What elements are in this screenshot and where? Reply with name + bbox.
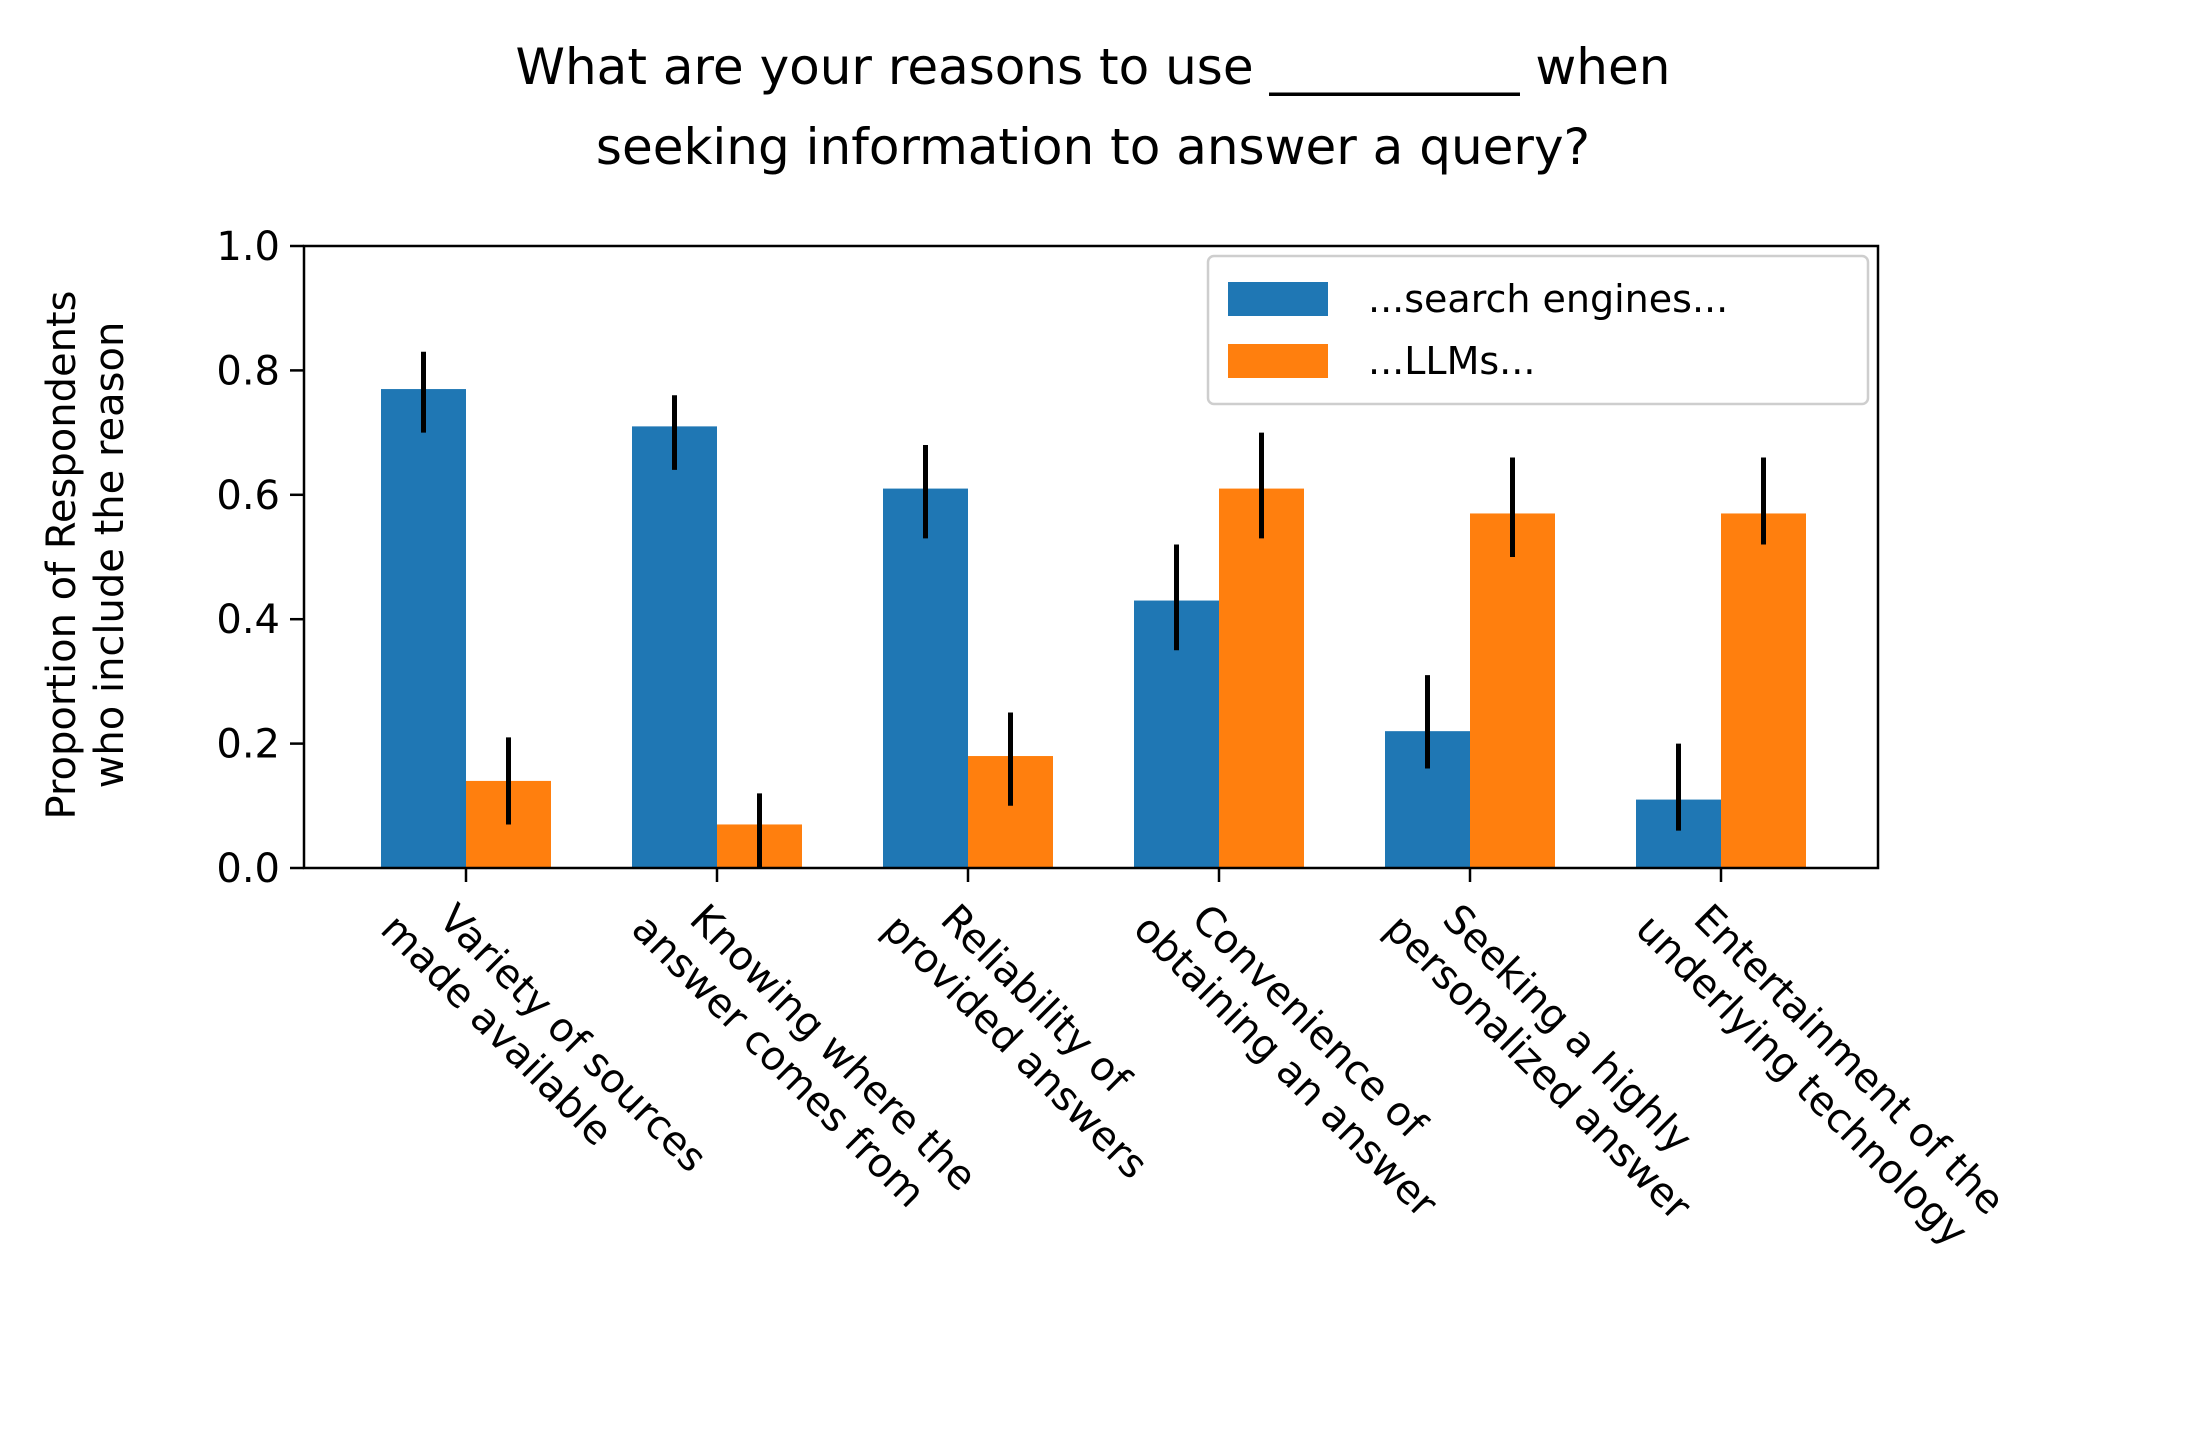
chart-title-line-2: seeking information to answer a query? [596, 118, 1590, 176]
y-axis-label-line-2: who include the reason [87, 322, 133, 789]
llms-bar [1721, 513, 1806, 868]
y-tick-label: 0.2 [216, 722, 280, 768]
y-tick-label: 0.8 [216, 348, 280, 394]
y-axis-label: Proportion of Respondents who include th… [39, 291, 133, 820]
legend-swatch-llms [1228, 344, 1328, 378]
y-tick-label: 0.6 [216, 473, 280, 519]
legend: ...search engines... ...LLMs... [1206, 254, 1870, 406]
legend-box [1206, 254, 1870, 406]
search-engines-bar [381, 389, 466, 868]
y-tick-label: 0.4 [216, 597, 280, 643]
y-tick-label: 0.0 [216, 846, 280, 892]
legend-label-llms: ...LLMs... [1368, 339, 1535, 383]
y-axis-label-line-1: Proportion of Respondents [39, 291, 85, 820]
legend-swatch-search-engines [1228, 282, 1328, 316]
legend-label-search-engines: ...search engines... [1368, 277, 1728, 321]
chart-title-line-1: What are your reasons to use __________ … [516, 38, 1671, 96]
search-engines-bar [632, 426, 717, 868]
y-tick-label: 1.0 [216, 224, 280, 270]
axes-frame [302, 244, 1880, 870]
search-engines-bar [883, 488, 968, 868]
llms-bar [1219, 488, 1304, 868]
llms-bar [1470, 513, 1555, 868]
